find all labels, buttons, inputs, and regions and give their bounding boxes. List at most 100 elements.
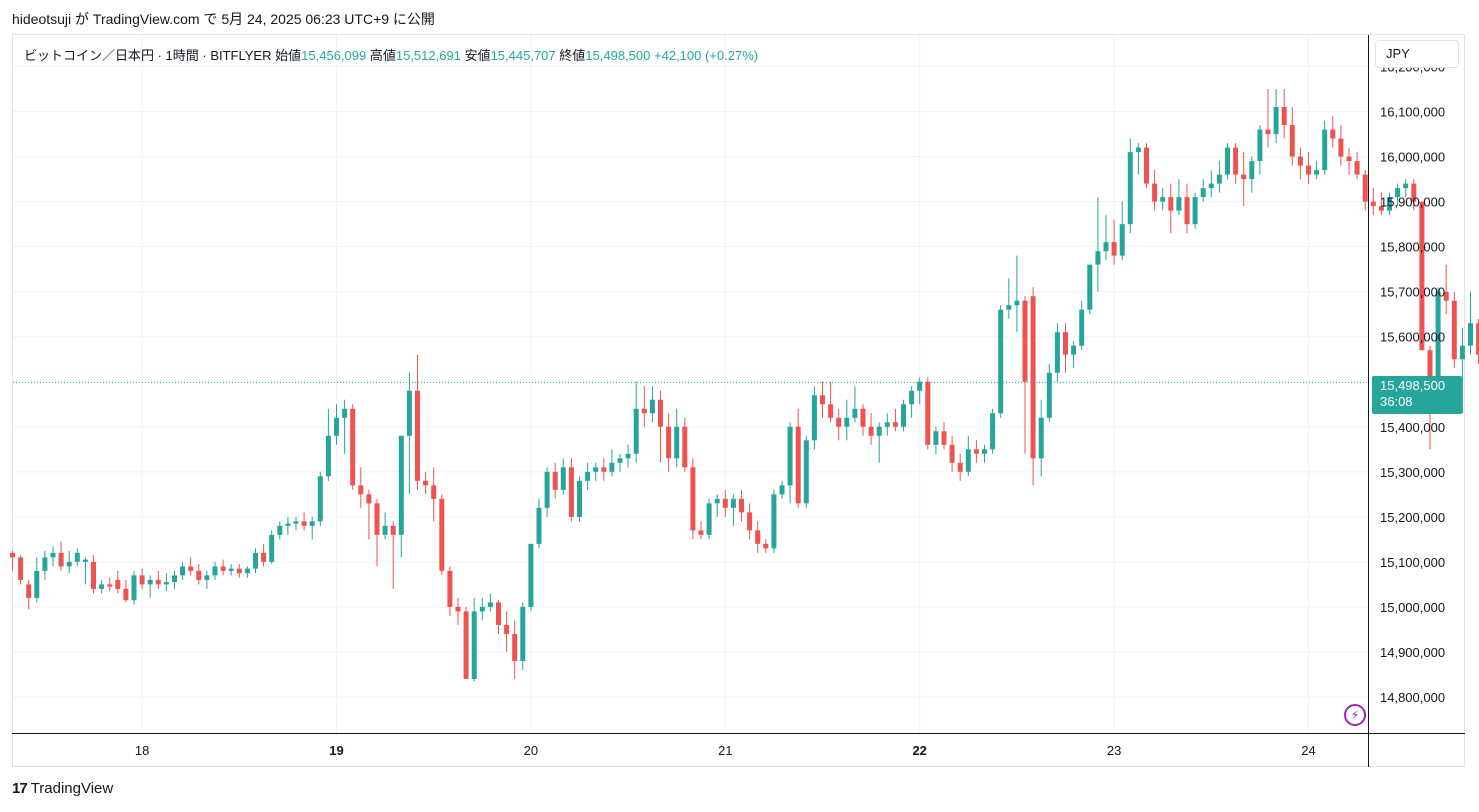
candle-body [949,444,955,463]
candle-body [479,606,485,612]
candle-body [682,426,688,468]
candle-body [204,575,210,580]
tradingview-logo[interactable]: 17 TradingView [12,780,113,797]
candle-body [350,408,356,486]
candle-body [1403,183,1409,189]
candle-body [1346,156,1352,162]
candle-body [820,395,825,405]
x-tick-label: 19 [329,743,343,758]
candle-body [957,462,963,472]
candle-body [1063,332,1068,355]
candle-body [439,498,445,571]
candle-body [787,426,793,486]
legend-high-label: 高値 [369,48,396,63]
candle-body [236,568,242,574]
candle-body [172,575,177,583]
last-price-badge: 15,498,500 36:08 [1372,376,1462,414]
candle-body [293,521,299,524]
candle-body [990,413,996,450]
candle-body [1127,152,1133,225]
x-tick-label: 23 [1107,743,1121,758]
y-tick-label: 15,200,000 [1380,510,1445,525]
candle-body [1411,183,1417,202]
legend-open: 15,456,099 [301,48,367,63]
y-tick-label: 15,100,000 [1380,555,1445,570]
candle-body [398,435,404,535]
candle-body [431,485,437,499]
candle-body [1395,188,1401,198]
candle-body [658,399,663,427]
candle-body [1046,372,1052,418]
candle-body [698,530,704,535]
candle-body [463,611,469,679]
candle-body [1451,300,1457,360]
candle-body [471,611,477,679]
candle-body [690,467,696,531]
candle-body [58,552,64,567]
candle-body [147,579,153,585]
candle-body [1030,296,1036,459]
candle-body [406,390,412,436]
candle-body [1071,345,1077,355]
candle-body [1273,107,1279,135]
candle-body [1297,156,1303,166]
candle-body [220,566,226,571]
candle-body [390,525,396,535]
candle-body [552,471,558,490]
candle-body [1322,129,1328,171]
candle-body [50,552,56,558]
candle-body [593,467,599,472]
candle-body [26,584,32,598]
candle-body [747,512,753,531]
candle-body [18,557,24,580]
candle-body [1184,197,1190,225]
candle-body [115,579,121,589]
candle-body [1468,323,1473,346]
y-tick-label: 15,700,000 [1380,285,1445,300]
candle-body [1330,129,1336,139]
x-tick-label: 18 [135,743,149,758]
candle-body [1306,165,1311,175]
candle-body [860,408,866,427]
tradingview-logo-icon: 17 [12,780,28,797]
candle-body [1022,300,1028,382]
y-tick-label: 15,300,000 [1380,465,1445,480]
y-tick-label: 15,900,000 [1380,195,1445,210]
candle-body [909,390,915,405]
y-tick-label: 14,800,000 [1380,690,1445,705]
candle-body [674,426,680,459]
candle-body [1435,291,1441,396]
candle-body [520,606,526,661]
candle-body [876,426,882,436]
candle-body [973,449,979,454]
candle-body [1427,350,1433,396]
candle-body [82,559,88,562]
y-tick-label: 15,000,000 [1380,600,1445,615]
candle-body [1152,183,1158,202]
candle-body [66,561,72,567]
x-tick-label: 24 [1301,743,1315,758]
tradingview-logo-text: TradingView [30,780,114,797]
candle-body [342,408,348,418]
bolt-icon[interactable]: ⚡ [1344,704,1366,726]
candle-body [1176,197,1182,211]
candle-body [382,525,388,535]
candle-body [609,462,615,472]
candle-body [536,507,542,544]
candle-body [739,498,744,513]
x-tick-label: 20 [524,743,538,758]
candle-body [1378,206,1384,211]
legend-change: +42,100 (+0.27%) [654,48,759,63]
candle-body [1241,174,1247,180]
candle-body [423,480,429,486]
candle-body [1281,107,1287,126]
candle-body [714,498,720,504]
candle-body [1225,147,1230,175]
candle-body [1370,201,1376,207]
currency-button[interactable]: JPY [1375,40,1459,68]
candle-body [1354,161,1360,175]
candle-body [455,606,461,612]
candle-body [1006,305,1012,310]
